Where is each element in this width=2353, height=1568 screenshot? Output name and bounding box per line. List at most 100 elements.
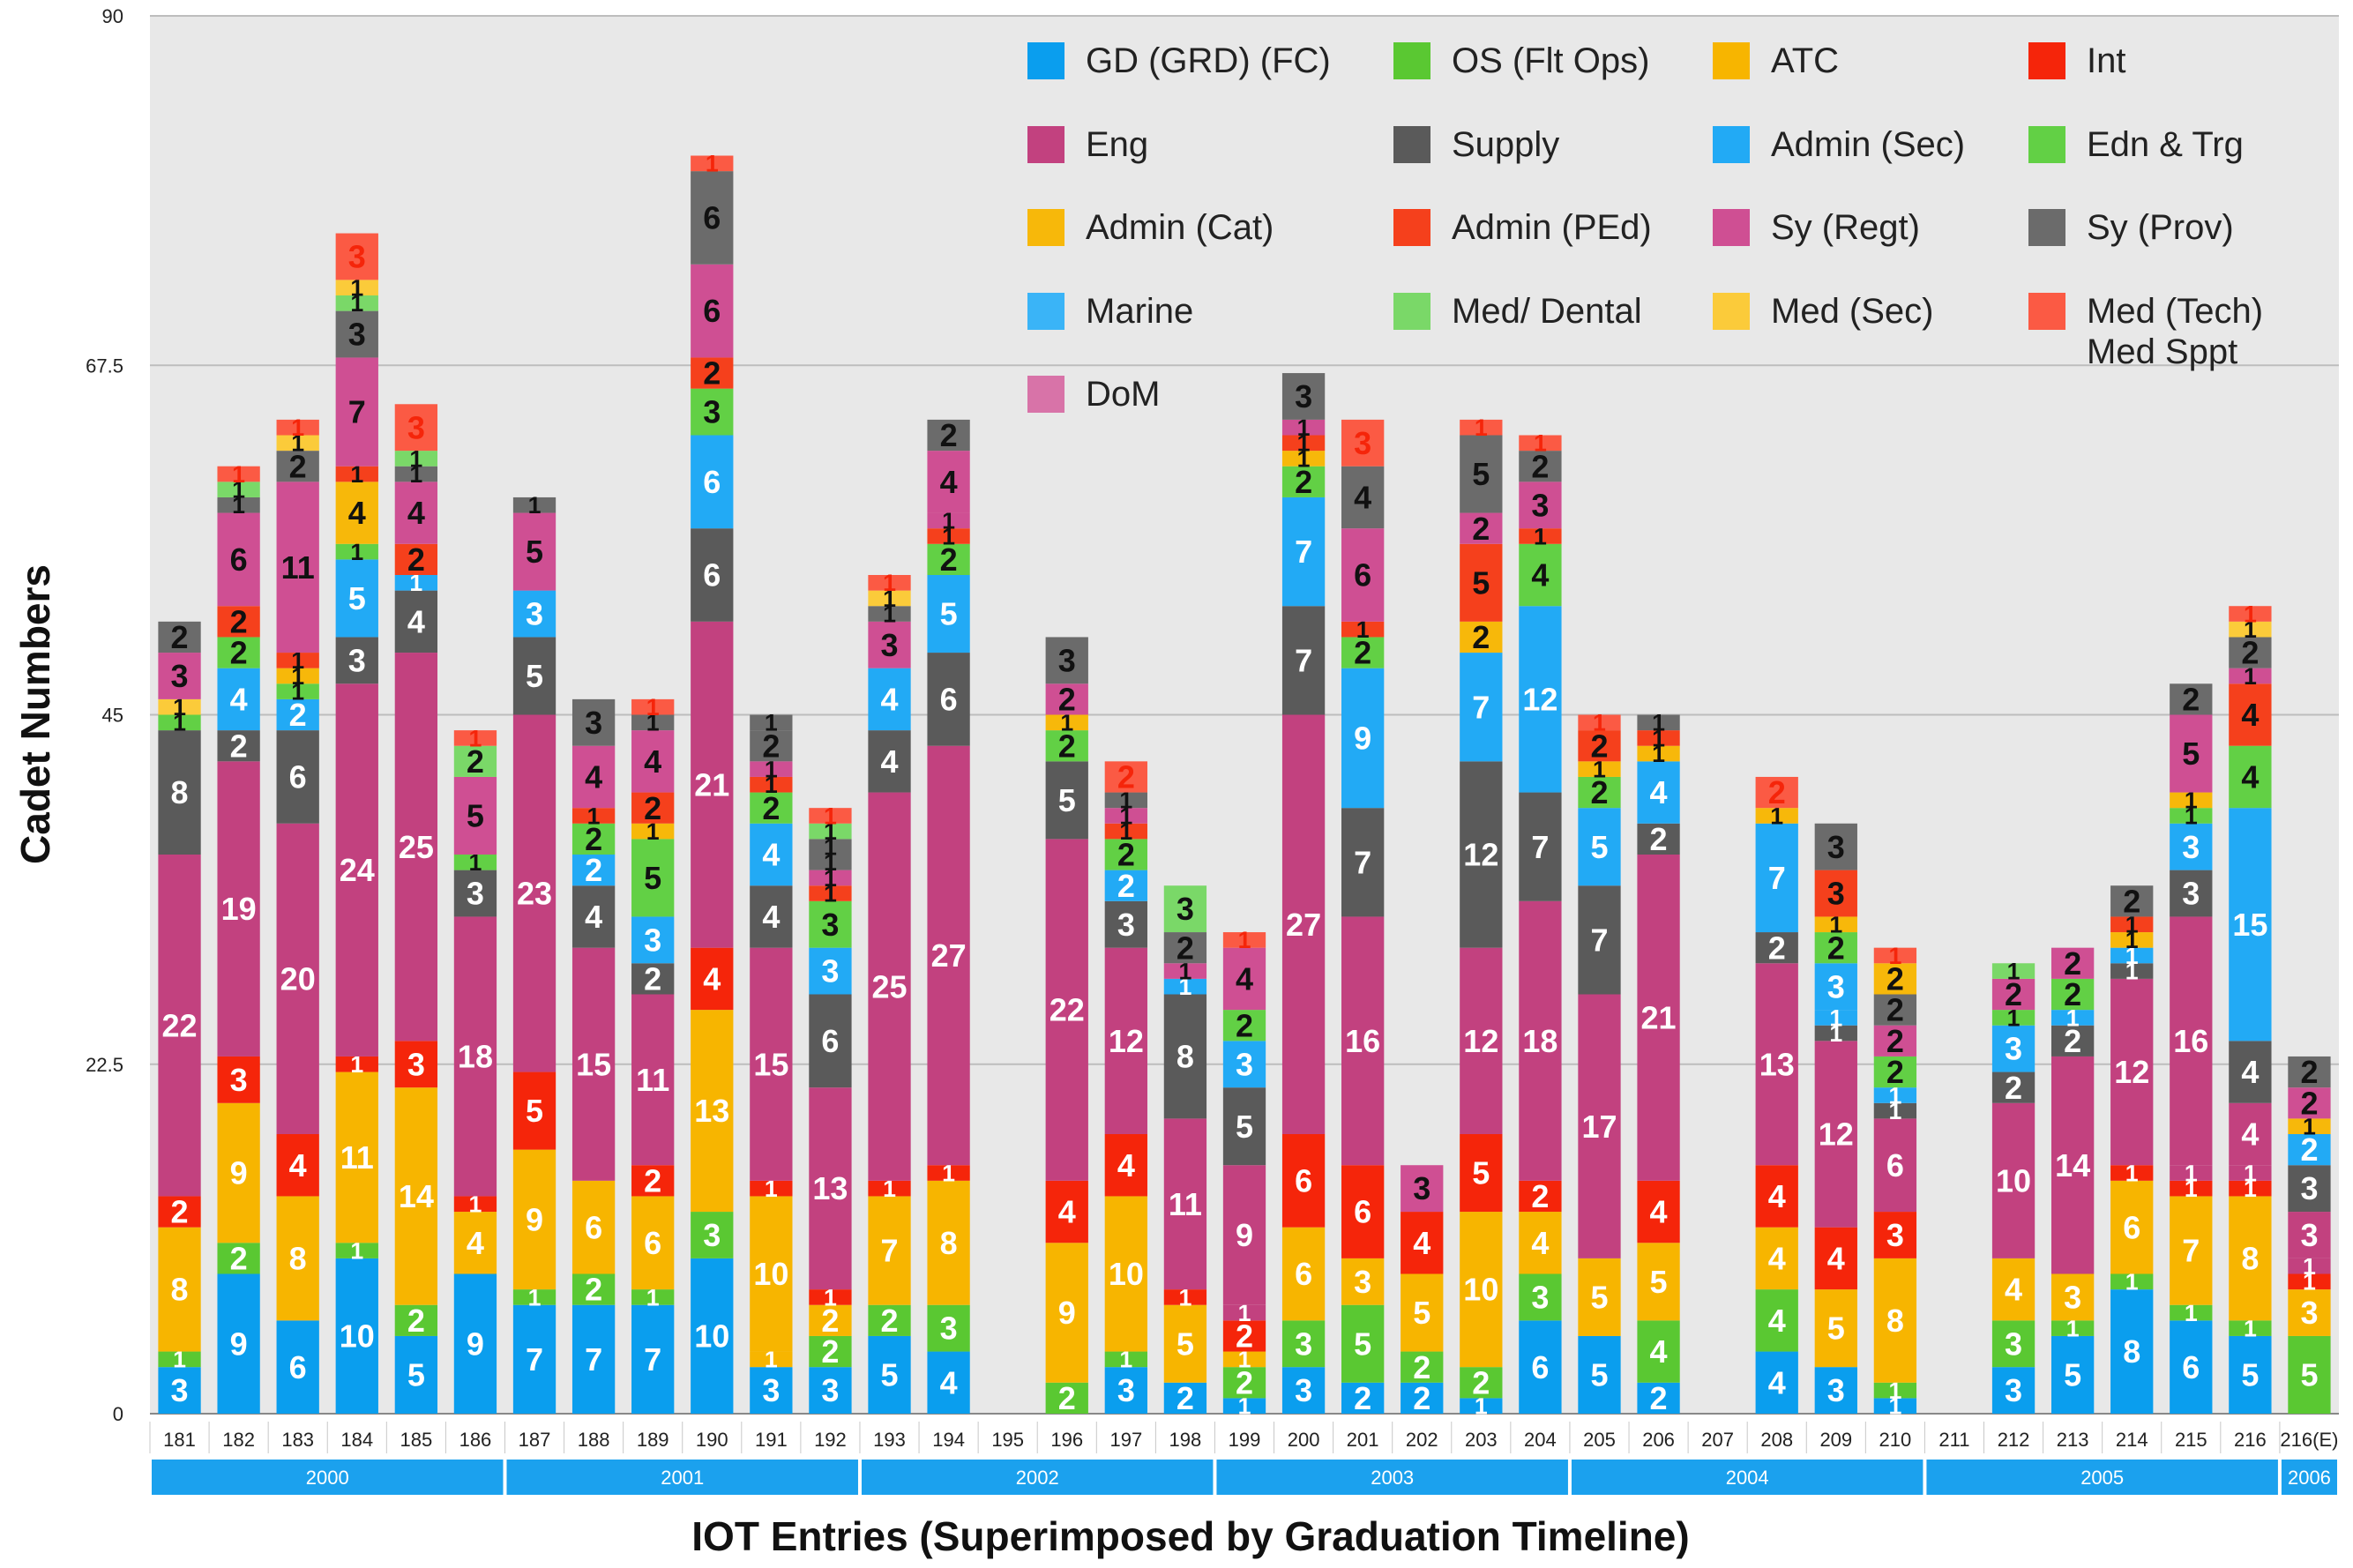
data-label: 6 <box>289 1349 307 1385</box>
bar-segment <box>453 730 497 746</box>
y-tick-label: 22.5 <box>86 1054 123 1076</box>
x-tick-label: 185 <box>400 1429 433 1451</box>
bar-segment <box>2288 1273 2331 1290</box>
bar-segment <box>1578 776 1621 809</box>
bar-segment <box>1637 1382 1680 1414</box>
bar-segment <box>1163 1289 1207 1305</box>
bar-segment <box>809 870 852 886</box>
data-label: 20 <box>280 960 316 997</box>
data-label: 2 <box>762 728 780 764</box>
data-label: 1 <box>2125 958 2139 984</box>
data-label: 3 <box>821 953 839 989</box>
bar-segment <box>335 1071 378 1243</box>
data-label: 8 <box>171 1272 189 1308</box>
data-label: 3 <box>407 1046 425 1082</box>
data-label: 5 <box>1176 1325 1194 1362</box>
legend-label: Supply <box>1452 125 1559 164</box>
bar-segment <box>1341 1258 1385 1305</box>
bar-segment <box>1873 1118 1917 1213</box>
y-tick-label: 0 <box>113 1403 123 1425</box>
data-label: 2 <box>1176 930 1194 966</box>
bar-segment <box>2050 1320 2095 1336</box>
bar-segment <box>2110 978 2154 1166</box>
bar-segment <box>217 482 260 497</box>
data-label: 22 <box>162 1007 198 1043</box>
data-label: 4 <box>585 759 602 795</box>
year-label: 2004 <box>1726 1467 1769 1489</box>
data-label: 6 <box>821 1023 839 1059</box>
bar-segment <box>394 575 438 591</box>
bar-segment <box>335 559 378 638</box>
bar-segment <box>750 1196 793 1352</box>
x-tick-label: 181 <box>163 1429 196 1451</box>
bar-segment <box>276 698 319 731</box>
data-label: 9 <box>1058 1295 1076 1331</box>
data-label: 3 <box>1827 829 1845 865</box>
bar-segment <box>512 1304 557 1414</box>
bar-segment <box>691 155 734 172</box>
data-label: 2 <box>585 852 602 888</box>
data-label: 3 <box>2182 876 2200 912</box>
bar-segment <box>1341 1382 1385 1414</box>
bar-segment <box>750 730 793 762</box>
bar-segment <box>1163 994 1207 1119</box>
x-tick-label: 211 <box>1938 1429 1969 1451</box>
data-label: 5 <box>526 658 543 694</box>
data-label: 1 <box>173 1347 186 1373</box>
data-label: 7 <box>1354 844 1371 880</box>
bar-segment <box>1873 947 1917 964</box>
data-label: 6 <box>585 1209 602 1245</box>
data-label: 1 <box>765 710 778 736</box>
data-label: 1 <box>2125 927 2139 953</box>
bar-segment <box>1163 885 1207 933</box>
data-label: 6 <box>703 464 721 500</box>
bar-segment <box>1578 761 1621 777</box>
data-label: 3 <box>703 394 721 430</box>
bar-segment <box>453 1212 497 1274</box>
bar-segment <box>453 745 497 777</box>
bar-segment <box>217 761 260 1057</box>
bar-segment <box>2288 1056 2331 1088</box>
bar-segment <box>1991 1258 2036 1321</box>
bar-segment <box>927 451 970 513</box>
bar-segment <box>571 855 616 886</box>
bar-segment <box>217 1056 260 1103</box>
data-label: 2 <box>230 728 248 764</box>
bar-segment <box>1991 1320 2036 1368</box>
data-label: 5 <box>1472 1155 1490 1191</box>
data-label: 1 <box>824 818 837 845</box>
bar-segment <box>2110 1180 2154 1274</box>
bar-segment <box>1341 528 1385 622</box>
data-label: 1 <box>2303 1253 2316 1280</box>
bar-segment <box>1045 761 1088 840</box>
data-label: 1 <box>1888 943 1901 969</box>
bar-segment <box>631 792 675 824</box>
legend-label: Med (Tech) <box>2087 292 2263 331</box>
data-label: 1 <box>1829 1020 1842 1047</box>
data-label: 2 <box>762 790 780 826</box>
data-label: 2 <box>230 635 248 671</box>
bar-segment <box>1814 1041 1857 1228</box>
bar-segment <box>1519 1320 1562 1414</box>
data-label: 7 <box>1768 860 1786 896</box>
data-label: 2 <box>1472 619 1490 655</box>
data-label: 1 <box>173 694 186 721</box>
data-label: 2 <box>1531 1178 1549 1214</box>
data-label: 1 <box>2066 1004 2080 1031</box>
data-label: 1 <box>765 756 778 782</box>
bar-segment <box>1519 528 1562 544</box>
bar-segment <box>335 466 378 482</box>
data-label: 4 <box>1827 1240 1845 1276</box>
legend-swatch <box>1393 42 1430 79</box>
data-label: 2 <box>171 1194 189 1230</box>
bar-segment <box>512 497 557 513</box>
bar-segment <box>2050 947 2095 979</box>
data-label: 2 <box>1590 774 1608 810</box>
data-label: 1 <box>469 1191 482 1218</box>
bar-segment <box>631 1196 675 1290</box>
